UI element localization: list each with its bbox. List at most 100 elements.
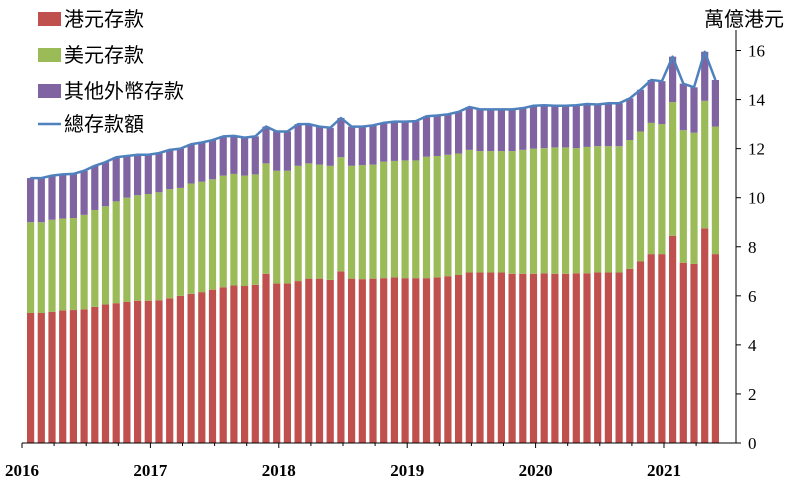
bar-other [230, 135, 238, 174]
legend-item: 港元存款 [38, 8, 144, 31]
total-point [650, 79, 652, 81]
bar-hkd [433, 277, 441, 443]
y-tick-label: 4 [748, 336, 757, 355]
legend-label: 美元存款 [64, 44, 144, 67]
bar-other [262, 126, 270, 164]
bar-hkd [134, 300, 142, 443]
bar-other [208, 140, 217, 180]
bar-hkd [176, 295, 184, 443]
bar-hkd [487, 272, 495, 443]
bar-hkd [636, 261, 645, 443]
bar-other [508, 109, 516, 152]
y-tick-label: 12 [748, 140, 765, 159]
bar-hkd [241, 286, 249, 443]
bar-usd [380, 161, 388, 279]
bar-usd [348, 165, 356, 279]
bar-usd [412, 160, 420, 279]
bar-other [69, 173, 77, 219]
bar-hkd [422, 278, 431, 443]
total-point [425, 115, 428, 118]
x-tick-label: 2018 [262, 461, 296, 480]
total-point [222, 135, 224, 138]
bar-usd [572, 148, 580, 274]
axes: 0 2 4 6 8 10 12 14 16 2016 2017 2018 2019 2020 2021 [5, 30, 766, 480]
bar-hkd [615, 272, 623, 443]
total-point [308, 123, 310, 125]
total-point [61, 173, 64, 176]
total-point [51, 174, 53, 177]
bar-other [198, 142, 206, 182]
y-tick-label: 14 [748, 91, 766, 110]
bar-other [48, 175, 56, 220]
total-point [275, 130, 278, 133]
total-point [72, 173, 75, 175]
bar-usd [251, 174, 259, 285]
bar-other [433, 115, 441, 156]
bar-usd [273, 170, 281, 284]
bar-other [294, 124, 302, 166]
bar-usd [669, 102, 677, 236]
bar-other [465, 106, 473, 150]
bar-usd [69, 218, 77, 311]
bar-usd [647, 122, 655, 255]
bar-usd [123, 197, 131, 302]
total-point [233, 135, 235, 137]
bar-usd [155, 192, 163, 301]
bar-other [658, 81, 666, 125]
legend-label: 其他外幣存款 [64, 80, 184, 103]
total-point [415, 120, 417, 122]
total-point [372, 124, 374, 127]
bar-other [390, 121, 398, 161]
bar-other [144, 154, 152, 195]
total-point [201, 141, 203, 144]
bar-usd [37, 222, 45, 313]
bar-usd [604, 146, 612, 273]
bar-other [572, 105, 580, 149]
bar-hkd [358, 279, 366, 443]
bar-other [337, 117, 345, 158]
total-point [511, 108, 513, 111]
bar-hkd [562, 273, 570, 443]
bar-hkd [412, 278, 420, 443]
bar-usd [48, 219, 56, 312]
bar-usd [679, 130, 687, 263]
bar-other [604, 103, 612, 147]
total-point [265, 125, 267, 128]
bar-hkd [476, 272, 484, 443]
bars-layer [27, 51, 719, 443]
bar-other [27, 178, 35, 223]
total-point [286, 130, 289, 133]
bar-hkd [187, 293, 195, 443]
bar-hkd [529, 273, 538, 443]
x-tick-label: 2020 [519, 461, 553, 480]
total-point [532, 104, 535, 107]
total-point [404, 120, 406, 123]
bar-usd [636, 131, 645, 262]
bar-other [540, 105, 548, 149]
bar-other [529, 105, 538, 149]
bar-hkd [401, 278, 409, 443]
bar-usd [390, 160, 398, 278]
bar-other [551, 105, 559, 148]
bar-hkd [594, 272, 602, 443]
bar-other [91, 165, 99, 210]
total-point [179, 147, 182, 150]
bar-other [401, 121, 409, 161]
total-point [607, 102, 610, 105]
bar-other [273, 131, 281, 171]
total-point [489, 108, 492, 111]
bar-usd [487, 151, 495, 273]
total-point [329, 127, 332, 129]
bar-hkd [112, 303, 120, 443]
bar-hkd [101, 304, 110, 443]
bar-other [326, 127, 334, 166]
bar-hkd [348, 278, 356, 443]
bar-hkd [198, 292, 206, 443]
bar-other [251, 136, 259, 175]
bar-hkd [508, 273, 516, 443]
bar-usd [476, 151, 484, 273]
bar-other [358, 126, 366, 166]
bar-other [305, 124, 313, 164]
y-tick-label: 2 [748, 385, 757, 404]
